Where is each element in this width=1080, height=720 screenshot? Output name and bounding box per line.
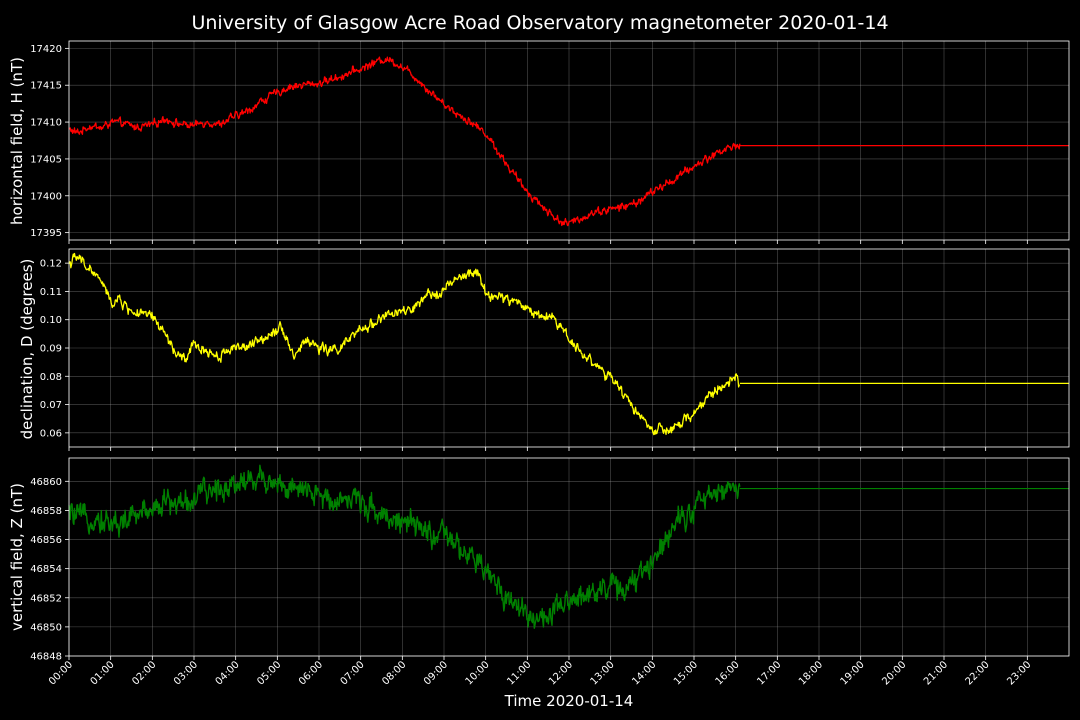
panel-z-ytick-label: 46850	[30, 622, 62, 633]
panel-d-ytick-label: 0.12	[40, 259, 62, 270]
x-tick-label: 22:00	[964, 659, 992, 687]
x-tick-label: 01:00	[89, 659, 117, 687]
panel-z-ytick-label: 46848	[30, 652, 62, 663]
x-tick-label: 16:00	[714, 659, 742, 687]
panel-h-ytick-label: 17410	[30, 118, 62, 129]
panel-d-ytick-label: 0.11	[40, 287, 62, 298]
x-tick-label: 14:00	[630, 659, 658, 687]
panel-d-series-line	[68, 252, 740, 436]
x-tick-label: 00:00	[47, 659, 75, 687]
x-tick-label: 02:00	[130, 659, 158, 687]
panel-d-ytick-label: 0.09	[40, 344, 62, 355]
x-tick-label: 21:00	[922, 659, 950, 687]
x-tick-label: 03:00	[172, 659, 200, 687]
panel-h-ytick-label: 17395	[30, 228, 62, 239]
panel-d-ytick-label: 0.06	[40, 428, 62, 439]
x-tick-label: 18:00	[797, 659, 825, 687]
x-tick-label: 06:00	[297, 659, 325, 687]
panel-h-ylabel: horizontal field, H (nT)	[8, 57, 26, 225]
x-tick-label: 09:00	[422, 659, 450, 687]
panel-d-ytick-label: 0.10	[40, 315, 62, 326]
panel-h-ytick-label: 17420	[30, 44, 62, 55]
panel-z-frame	[68, 457, 1070, 657]
panel-d-ylabel: declination, D (degrees)	[18, 259, 36, 440]
x-tick-label: 11:00	[505, 659, 533, 687]
x-tick-label: 04:00	[214, 659, 242, 687]
x-tick-label: 19:00	[839, 659, 867, 687]
panel-h-frame	[68, 40, 1070, 241]
panel-h-ytick-label: 17405	[30, 154, 62, 165]
panel-z-ylabel: vertical field, Z (nT)	[8, 483, 26, 631]
panel-z-series-line	[68, 464, 741, 629]
panel-z-ytick-label: 46858	[30, 506, 62, 517]
panel-d-ytick-label: 0.08	[40, 372, 62, 383]
panels-group: 17395 17400 17405 17410 17415 17420 0.06 0.07 0.…	[30, 40, 1070, 688]
x-tick-label: 23:00	[1005, 659, 1033, 687]
panel-z-ytick-label: 46852	[30, 593, 62, 604]
panel-d-frame	[68, 248, 1070, 448]
x-tick-label: 10:00	[464, 659, 492, 687]
panel-z-ytick-label: 46860	[30, 477, 62, 488]
x-tick-label: 20:00	[880, 659, 908, 687]
x-tick-label: 15:00	[672, 659, 700, 687]
x-tick-label: 07:00	[339, 659, 367, 687]
panel-h-series-line	[68, 56, 741, 227]
panel-z-ytick-label: 46856	[30, 535, 62, 546]
panel-h-ytick-label: 17415	[30, 81, 62, 92]
chart-title: University of Glasgow Acre Road Observat…	[191, 12, 888, 34]
panel-d-ytick-label: 0.07	[40, 400, 62, 411]
x-tick-label: 17:00	[755, 659, 783, 687]
x-tick-label: 05:00	[255, 659, 283, 687]
x-axis-label: Time 2020-01-14	[504, 692, 634, 710]
x-tick-label: 12:00	[547, 659, 575, 687]
panel-h-ytick-label: 17400	[30, 191, 62, 202]
panel-z-ytick-label: 46854	[30, 564, 62, 575]
x-tick-label: 08:00	[380, 659, 408, 687]
x-tick-label: 13:00	[589, 659, 617, 687]
